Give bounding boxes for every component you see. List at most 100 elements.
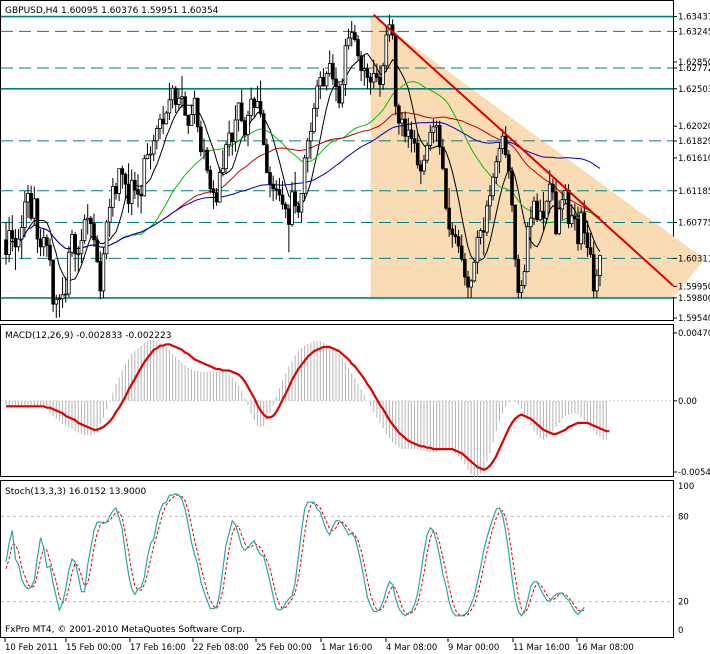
candle	[265, 138, 269, 174]
candle	[463, 253, 467, 286]
candle-body	[287, 208, 291, 225]
candle-body	[315, 85, 319, 109]
price-header: GBPUSD,H4 1.60095 1.60376 1.59951 1.6035…	[5, 6, 219, 16]
candle-body	[331, 63, 335, 80]
stoch-axis-label: 0	[678, 626, 683, 636]
candle	[142, 154, 147, 197]
candle-body	[170, 87, 175, 101]
candle	[164, 110, 169, 125]
candle	[305, 137, 310, 173]
candle-body	[38, 238, 43, 248]
candle	[582, 200, 587, 245]
candle-body	[365, 68, 370, 78]
candle	[217, 167, 222, 203]
candle-body	[522, 271, 527, 286]
candle-body	[16, 238, 21, 248]
candle-body	[233, 119, 238, 143]
candle	[422, 154, 426, 175]
candle-body	[211, 188, 216, 194]
candle	[107, 198, 112, 237]
candle-body	[10, 230, 15, 239]
candle	[283, 201, 288, 219]
candle-body	[384, 34, 389, 67]
candle	[519, 280, 524, 298]
candle	[239, 89, 244, 123]
macd-signal-line	[6, 343, 610, 472]
candle-body	[54, 299, 59, 305]
candle-body	[507, 154, 511, 172]
candle	[208, 165, 213, 194]
candle-body	[4, 239, 8, 255]
stoch-main-line	[5, 493, 585, 617]
candle	[189, 104, 194, 126]
candle-body	[529, 217, 533, 228]
candle-body	[155, 128, 159, 142]
candle	[397, 103, 401, 135]
candle-body	[397, 105, 401, 124]
time-axis-label: 4 Mar 08:00	[386, 643, 437, 653]
candle	[384, 27, 389, 73]
candle	[595, 269, 599, 298]
candle-body	[243, 120, 247, 136]
candle-body	[111, 186, 115, 208]
candle-body	[290, 191, 294, 225]
candle-body	[444, 168, 448, 209]
candle	[48, 238, 52, 267]
candle	[41, 228, 46, 257]
candle	[337, 82, 341, 109]
candle-body	[412, 138, 417, 144]
candle-body	[378, 77, 382, 85]
candle-body	[202, 149, 206, 153]
candle	[7, 216, 11, 263]
candle-body	[57, 298, 62, 301]
candle	[274, 180, 279, 200]
candle	[327, 50, 332, 77]
candle	[375, 63, 379, 83]
candle	[85, 204, 90, 235]
candle	[227, 120, 231, 157]
candle-body	[133, 179, 137, 190]
candle-body	[98, 261, 103, 292]
candle-body	[463, 258, 467, 278]
candle-body	[403, 118, 407, 137]
candle	[89, 215, 93, 239]
candle	[544, 200, 549, 224]
candle-body	[318, 77, 323, 87]
candle	[101, 247, 106, 298]
candle-body	[26, 193, 30, 203]
candle-body	[67, 251, 71, 295]
candle-body	[199, 126, 203, 153]
candle-body	[381, 65, 385, 85]
candle-body	[236, 102, 241, 121]
candle	[32, 186, 37, 226]
candle-body	[595, 275, 599, 292]
candle-body	[205, 149, 209, 171]
candle	[456, 229, 461, 254]
candle-body	[588, 247, 593, 255]
candle	[343, 38, 348, 96]
candle	[331, 54, 335, 86]
candle	[453, 225, 458, 244]
candle	[293, 171, 297, 214]
candle	[598, 254, 602, 287]
candle-body	[488, 195, 492, 207]
candle-body	[409, 129, 414, 139]
candle	[280, 181, 285, 210]
candle-body	[148, 153, 153, 156]
candle-body	[375, 73, 379, 78]
candle-body	[60, 294, 65, 300]
candle	[444, 168, 448, 211]
candle-body	[214, 192, 219, 203]
candle-body	[277, 189, 282, 196]
candle	[63, 277, 68, 303]
price-axis-label: 1.61829	[678, 137, 710, 147]
candle	[475, 230, 480, 274]
candle	[10, 215, 15, 252]
candle	[67, 246, 71, 298]
candle-body	[560, 199, 565, 210]
candle-body	[293, 191, 297, 207]
candle	[211, 180, 216, 209]
candle	[177, 89, 181, 111]
trendline	[373, 14, 674, 287]
